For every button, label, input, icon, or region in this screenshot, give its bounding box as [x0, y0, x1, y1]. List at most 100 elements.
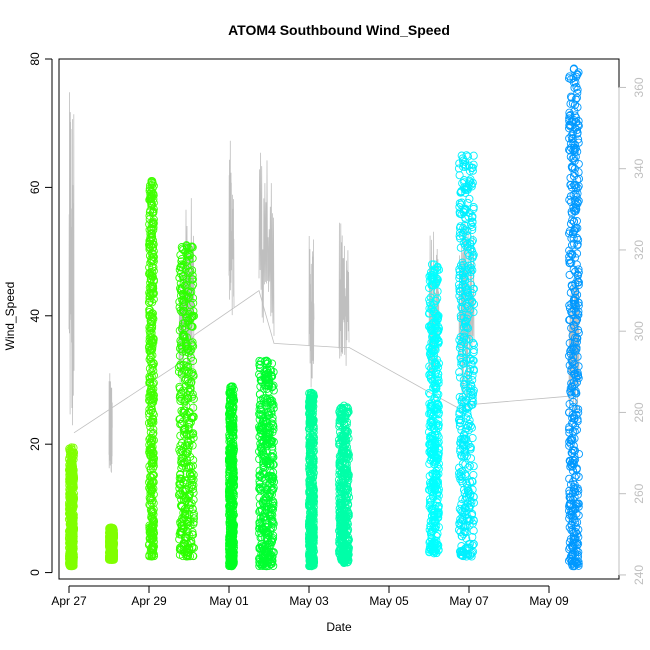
data-point [269, 404, 278, 413]
data-point [341, 508, 350, 517]
data-point [306, 470, 315, 479]
data-point [338, 554, 347, 563]
data-point [461, 162, 470, 172]
data-point [184, 444, 193, 453]
data-point [427, 303, 436, 312]
data-point [457, 439, 466, 448]
series-1 [104, 523, 119, 564]
data-point [66, 519, 76, 528]
data-point [468, 375, 477, 385]
data-point [467, 477, 477, 486]
data-point-max [147, 176, 156, 186]
data-point [464, 291, 473, 300]
data-point [186, 475, 196, 484]
data-point [146, 444, 155, 453]
data-point [108, 545, 117, 554]
data-point [225, 518, 234, 527]
data-point [459, 207, 468, 216]
data-point [147, 228, 157, 238]
y2-tick-label: 320 [632, 240, 646, 260]
data-point [431, 324, 440, 333]
data-point [258, 542, 267, 551]
data-point [460, 274, 469, 283]
data-point [269, 485, 278, 494]
data-point [428, 439, 437, 448]
data-point [456, 467, 465, 476]
data-point [147, 399, 157, 408]
data-point [308, 508, 317, 517]
data-point [455, 208, 464, 217]
data-point [188, 322, 197, 331]
data-point [454, 164, 464, 173]
data-point [145, 181, 155, 190]
data-point [147, 193, 156, 202]
data-point [574, 408, 583, 417]
data-point [189, 412, 198, 421]
data-point-min [147, 552, 156, 561]
data-point [574, 138, 583, 147]
x-tick-label: May 07 [449, 594, 489, 608]
data-point [573, 234, 582, 243]
data-point [185, 388, 194, 397]
data-point [460, 359, 469, 368]
data-point [573, 368, 582, 378]
data-point [266, 527, 275, 536]
data-point [465, 296, 474, 305]
data-point [468, 212, 477, 221]
data-point [339, 431, 348, 440]
data-point [147, 337, 156, 346]
data-point [335, 483, 345, 492]
data-point [185, 504, 194, 513]
data-point [189, 456, 198, 465]
data-point [175, 382, 184, 391]
data-point [147, 401, 156, 410]
data-point [185, 420, 194, 429]
data-point [178, 289, 187, 298]
data-point [225, 468, 234, 477]
data-point [148, 544, 157, 553]
data-point [258, 550, 267, 559]
data-point [342, 426, 351, 435]
data-point [309, 457, 318, 466]
data-point [428, 518, 437, 527]
data-point [335, 466, 344, 476]
data-point [109, 536, 118, 545]
data-point [455, 284, 464, 293]
data-point [464, 368, 473, 377]
direction-segment-3 [228, 140, 235, 316]
direction-segment-6 [338, 222, 350, 366]
data-point [335, 439, 344, 448]
data-point [179, 406, 188, 415]
data-point [69, 473, 78, 482]
data-point [427, 409, 436, 418]
data-point [574, 235, 583, 245]
data-point [344, 472, 353, 481]
data-point [338, 472, 347, 481]
x-tick-label: Apr 29 [131, 594, 167, 608]
data-point [458, 337, 467, 346]
data-point [149, 223, 158, 232]
data-point [255, 370, 264, 379]
data-point [66, 546, 76, 555]
data-point [308, 513, 317, 522]
y2-tick-label: 360 [632, 77, 646, 97]
data-point [570, 337, 579, 347]
data-point [149, 394, 158, 403]
data-point [179, 492, 188, 501]
data-point [565, 437, 574, 446]
data-point [567, 93, 576, 102]
data-point [569, 299, 578, 308]
data-point [267, 474, 276, 483]
data-point [572, 389, 581, 398]
data-point [148, 309, 157, 318]
data-point [573, 541, 582, 550]
data-point [469, 386, 478, 395]
data-point [182, 257, 191, 266]
data-point [434, 336, 443, 345]
data-point [434, 464, 443, 474]
data-point [456, 314, 466, 323]
data-point [434, 369, 443, 379]
data-point [146, 501, 155, 510]
data-point [573, 518, 582, 527]
